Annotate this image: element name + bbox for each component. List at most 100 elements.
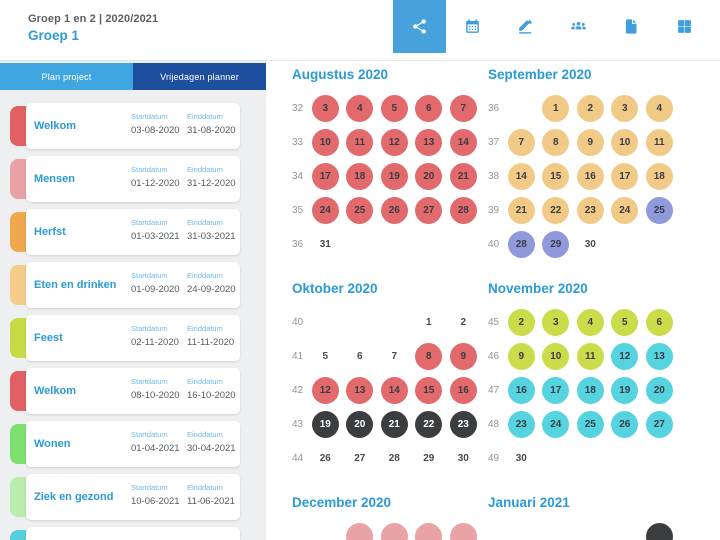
calendar-day[interactable]: 22	[542, 196, 570, 224]
calendar-day[interactable]	[346, 522, 374, 540]
project-card[interactable]: Mensen Startdatum 01-12-2020 Einddatum 3…	[10, 156, 266, 202]
calendar-day[interactable]: 2	[460, 316, 467, 328]
calendar-day[interactable]: 3	[611, 94, 639, 122]
calendar-day[interactable]: 15	[415, 376, 443, 404]
calendar-day[interactable]: 22	[415, 410, 443, 438]
calendar-day[interactable]: 2	[576, 94, 604, 122]
calendar-day[interactable]: 9	[449, 342, 477, 370]
calendar-day[interactable]: 21	[380, 410, 408, 438]
calendar-day[interactable]: 13	[645, 342, 673, 370]
calendar-day[interactable]: 5	[380, 94, 408, 122]
nav-calendar-button[interactable]	[446, 0, 499, 53]
calendar-day[interactable]: 17	[542, 376, 570, 404]
calendar-day[interactable]: 9	[576, 128, 604, 156]
calendar-day[interactable]: 25	[576, 410, 604, 438]
calendar-day[interactable]: 27	[415, 196, 443, 224]
calendar-day[interactable]: 28	[388, 452, 400, 464]
calendar-day[interactable]: 13	[415, 128, 443, 156]
calendar-day[interactable]: 24	[542, 410, 570, 438]
calendar-day[interactable]: 26	[611, 410, 639, 438]
project-card[interactable]	[10, 527, 266, 540]
calendar-day[interactable]: 26	[319, 452, 331, 464]
nav-apps-button[interactable]	[658, 0, 711, 53]
calendar-day[interactable]: 27	[354, 452, 366, 464]
project-card[interactable]: Eten en drinken Startdatum 01-09-2020 Ei…	[10, 262, 266, 308]
calendar-day[interactable]: 28	[449, 196, 477, 224]
calendar-day[interactable]: 25	[346, 196, 374, 224]
calendar-day[interactable]: 12	[380, 128, 408, 156]
nav-planner-button[interactable]	[393, 0, 446, 53]
calendar-day[interactable]: 29	[423, 452, 435, 464]
calendar-day[interactable]: 4	[576, 308, 604, 336]
calendar-day[interactable]: 1	[425, 316, 432, 328]
calendar-day[interactable]: 20	[415, 162, 443, 190]
calendar-day[interactable]: 6	[415, 94, 443, 122]
calendar-day[interactable]: 14	[507, 162, 535, 190]
calendar-day[interactable]: 17	[611, 162, 639, 190]
calendar-day[interactable]: 6	[645, 308, 673, 336]
calendar-day[interactable]: 7	[391, 350, 398, 362]
calendar-day[interactable]: 11	[576, 342, 604, 370]
calendar-day[interactable]: 18	[576, 376, 604, 404]
calendar-day[interactable]: 5	[322, 350, 329, 362]
calendar-day[interactable]: 27	[645, 410, 673, 438]
nav-groups-button[interactable]	[552, 0, 605, 53]
calendar-day[interactable]: 23	[576, 196, 604, 224]
project-card[interactable]: Welkom Startdatum 08-10-2020 Einddatum 1…	[10, 368, 266, 414]
nav-results-button[interactable]	[499, 0, 552, 53]
project-card[interactable]: Welkom Startdatum 03-08-2020 Einddatum 3…	[10, 103, 266, 149]
calendar-day[interactable]: 23	[449, 410, 477, 438]
calendar-day[interactable]: 19	[611, 376, 639, 404]
calendar-day[interactable]	[415, 522, 443, 540]
calendar-day[interactable]: 16	[449, 376, 477, 404]
calendar-day[interactable]: 12	[611, 342, 639, 370]
calendar-day[interactable]: 4	[645, 94, 673, 122]
calendar-day[interactable]: 30	[457, 452, 469, 464]
project-card[interactable]: Herfst Startdatum 01-03-2021 Einddatum 3…	[10, 209, 266, 255]
calendar-day[interactable]: 24	[611, 196, 639, 224]
calendar-day[interactable]: 14	[449, 128, 477, 156]
calendar-day[interactable]: 28	[507, 230, 535, 258]
calendar-day[interactable]: 24	[311, 196, 339, 224]
calendar-day[interactable]: 15	[542, 162, 570, 190]
calendar-day[interactable]: 13	[346, 376, 374, 404]
calendar-day[interactable]	[449, 522, 477, 540]
calendar-day[interactable]: 11	[645, 128, 673, 156]
calendar-day[interactable]: 10	[311, 128, 339, 156]
calendar-day[interactable]: 18	[346, 162, 374, 190]
calendar-day[interactable]: 2	[507, 308, 535, 336]
calendar-day[interactable]: 10	[611, 128, 639, 156]
calendar-day[interactable]: 3	[311, 94, 339, 122]
calendar-day[interactable]	[645, 522, 673, 540]
calendar-day[interactable]: 21	[507, 196, 535, 224]
calendar-day[interactable]: 17	[311, 162, 339, 190]
project-card[interactable]: Feest Startdatum 02-11-2020 Einddatum 11…	[10, 315, 266, 361]
calendar-day[interactable]: 16	[507, 376, 535, 404]
calendar-day[interactable]: 10	[542, 342, 570, 370]
calendar-day[interactable]: 23	[507, 410, 535, 438]
calendar-day[interactable]: 3	[542, 308, 570, 336]
calendar-day[interactable]: 30	[515, 452, 527, 464]
calendar-day[interactable]: 4	[346, 94, 374, 122]
calendar-day[interactable]: 5	[611, 308, 639, 336]
calendar-day[interactable]: 19	[380, 162, 408, 190]
calendar-day[interactable]: 30	[584, 238, 596, 250]
calendar-day[interactable]: 7	[449, 94, 477, 122]
calendar-day[interactable]: 26	[380, 196, 408, 224]
project-card[interactable]: Wonen Startdatum 01-04-2021 Einddatum 30…	[10, 421, 266, 467]
calendar-day[interactable]: 31	[319, 238, 331, 250]
calendar-day[interactable]: 20	[346, 410, 374, 438]
calendar-day[interactable]: 8	[415, 342, 443, 370]
tab-vrijedagen-planner[interactable]: Vrijedagen planner	[133, 63, 266, 90]
calendar-day[interactable]: 19	[311, 410, 339, 438]
calendar-day[interactable]: 12	[311, 376, 339, 404]
calendar-day[interactable]: 21	[449, 162, 477, 190]
calendar-day[interactable]: 7	[507, 128, 535, 156]
calendar-day[interactable]: 8	[542, 128, 570, 156]
calendar-day[interactable]	[380, 522, 408, 540]
calendar-day[interactable]: 25	[645, 196, 673, 224]
nav-documents-button[interactable]	[605, 0, 658, 53]
calendar-day[interactable]: 1	[542, 94, 570, 122]
calendar-day[interactable]: 14	[380, 376, 408, 404]
calendar-day[interactable]: 29	[542, 230, 570, 258]
